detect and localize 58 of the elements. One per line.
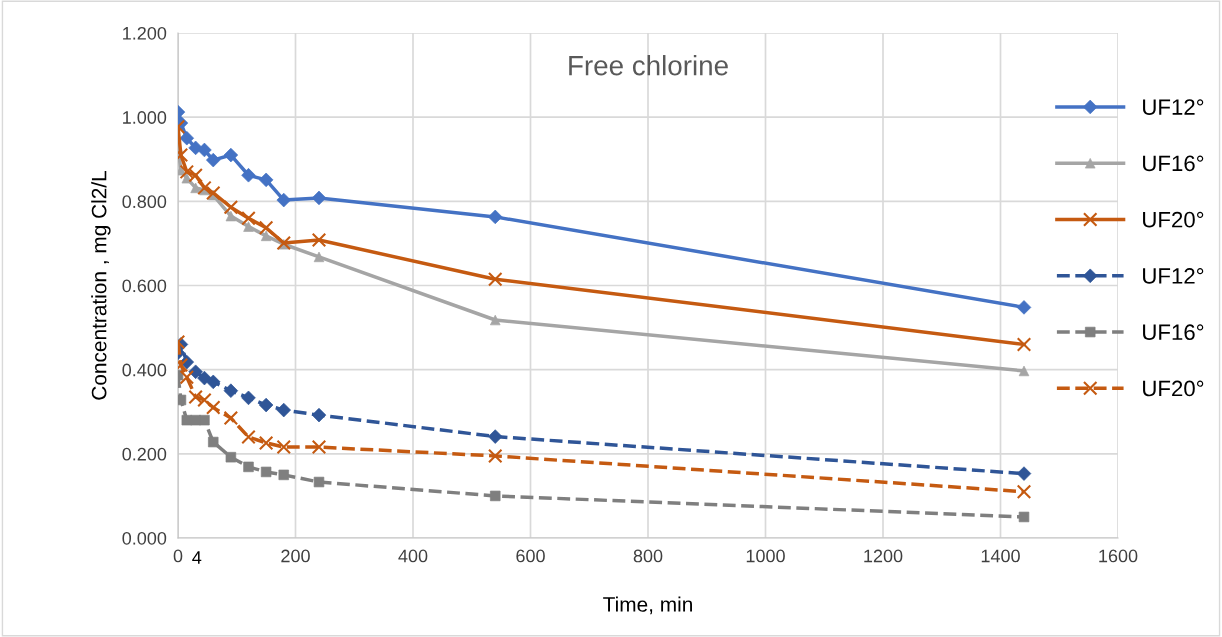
point: [487, 271, 503, 287]
point: [223, 383, 239, 398]
point: [258, 435, 274, 451]
y-tick-label: 0.800: [122, 195, 167, 209]
point: [223, 410, 239, 426]
legend-label: UF16°: [1143, 324, 1204, 341]
x-tick-label: 0: [173, 549, 183, 563]
point: [241, 429, 256, 445]
point: [311, 232, 327, 248]
point: [1016, 337, 1032, 352]
legend-label: UF12°: [1143, 268, 1204, 284]
point: [1016, 466, 1032, 481]
point: [179, 369, 195, 385]
point: [205, 400, 221, 415]
point: [487, 448, 503, 464]
point: [223, 199, 239, 215]
x-tick-label: 1400: [981, 549, 1020, 563]
point: [276, 439, 292, 455]
y-tick-label: 0.600: [122, 279, 167, 293]
y-axis-title: Concentration , mg Cl2/L: [91, 170, 111, 400]
point: [241, 168, 256, 183]
point: [241, 210, 256, 226]
text: Free chlorine: [569, 55, 728, 76]
point: [1016, 484, 1032, 499]
point: [260, 466, 272, 478]
point: [206, 152, 221, 168]
point: [276, 192, 291, 208]
y-tick-label: 1.200: [123, 26, 167, 40]
y-tick-label: 1.000: [123, 111, 167, 124]
x-tick-label: 1600: [1099, 549, 1138, 563]
x-tick-label: 800: [633, 549, 663, 563]
point: [488, 429, 503, 444]
text: 4: [192, 551, 202, 564]
point: [241, 390, 256, 406]
legend-label: UF20°: [1143, 211, 1204, 228]
point: [311, 439, 327, 455]
y-tick-label: 0.000: [122, 531, 167, 545]
legend-label: UF20°: [1143, 380, 1204, 397]
x-tick-label: 400: [398, 549, 428, 563]
point: [179, 164, 195, 180]
y-tick-label: 0.200: [122, 447, 167, 461]
y-tick-label: 0.400: [122, 363, 167, 377]
point: [276, 235, 292, 251]
legend-label: UF12°: [1143, 99, 1204, 115]
legend-label: UF16°: [1143, 155, 1204, 172]
x-tick-label: 1200: [864, 549, 903, 563]
point: [258, 220, 274, 236]
point: [197, 392, 212, 408]
point: [278, 469, 289, 481]
point: [188, 167, 203, 183]
point: [490, 490, 501, 502]
point: [197, 180, 212, 196]
point: [188, 389, 203, 405]
x-axis-title: Time, min: [603, 596, 692, 615]
point: [205, 185, 221, 201]
x-tick-label: 1000: [746, 549, 785, 563]
x-tick-label: 600: [516, 549, 545, 563]
x-tick-label: 200: [281, 549, 310, 563]
